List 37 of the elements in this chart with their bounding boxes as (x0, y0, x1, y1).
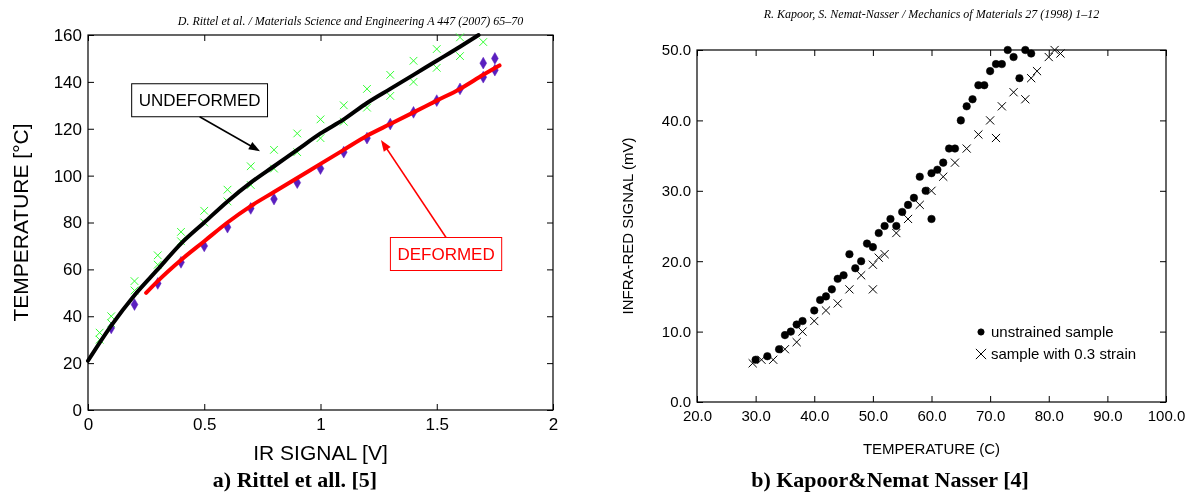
text: a) Rittel et all. [5] (212, 467, 378, 492)
y-tick-label: 100 (53, 166, 82, 186)
chart-subtitle: R. Kapoor, S. Nemat-Nasser / Mechanics of Materials 27 (1998) 1–12 (762, 7, 1100, 21)
x-tick-label: 80.0 (1034, 406, 1064, 424)
x-tick-label: 30.0 (741, 406, 771, 424)
x-tick-label: 2 (548, 415, 559, 435)
y-tick-label: 30.0 (661, 182, 691, 200)
y-tick-label: 20 (63, 354, 82, 374)
y-tick-label: 50.0 (661, 41, 691, 59)
y-tick-label: 10.0 (661, 322, 691, 340)
x-tick-label: 100.0 (1147, 406, 1186, 424)
x-tick-label: 70.0 (976, 406, 1006, 424)
legend-label: sample with 0.3 strain (991, 345, 1137, 362)
annotation: UNDEFORMED (138, 90, 261, 110)
y-tick-label: 20.0 (661, 252, 691, 270)
x-tick-label: 0.5 (192, 415, 217, 435)
y-tick-label: 40.0 (661, 111, 691, 129)
y-axis-title: INFRA-RED SIGNAL (mV) (619, 137, 636, 315)
text: b) Kapoor&Nemat Nasser [4] (751, 467, 1029, 492)
y-axis-title: TEMPERATURE [°C] (9, 123, 32, 322)
x-tick-label: 50.0 (858, 406, 888, 424)
x-tick-label: 1.5 (425, 415, 450, 435)
y-tick-label: 40 (63, 307, 82, 327)
y-tick-label: 120 (53, 119, 82, 139)
x-tick-label: 1 (316, 415, 326, 435)
annotation: DEFORMED (397, 244, 495, 264)
x-tick-label: 90.0 (1093, 406, 1123, 424)
x-tick-label: 60.0 (917, 406, 947, 424)
y-tick-label: 80 (63, 213, 82, 233)
x-tick-label: 40.0 (800, 406, 830, 424)
y-tick-label: 160 (53, 25, 82, 45)
x-axis-title: IR SIGNAL [V] (253, 441, 388, 464)
y-tick-label: 60 (63, 260, 82, 280)
legend-label: unstrained sample (991, 323, 1114, 340)
chart-subtitle: D. Rittel et al. / Materials Science and Engineering A 447 (2007) 65–70 (176, 14, 524, 28)
y-tick-label: 140 (53, 72, 82, 92)
x-axis-title: TEMPERATURE (C) (862, 440, 1001, 457)
